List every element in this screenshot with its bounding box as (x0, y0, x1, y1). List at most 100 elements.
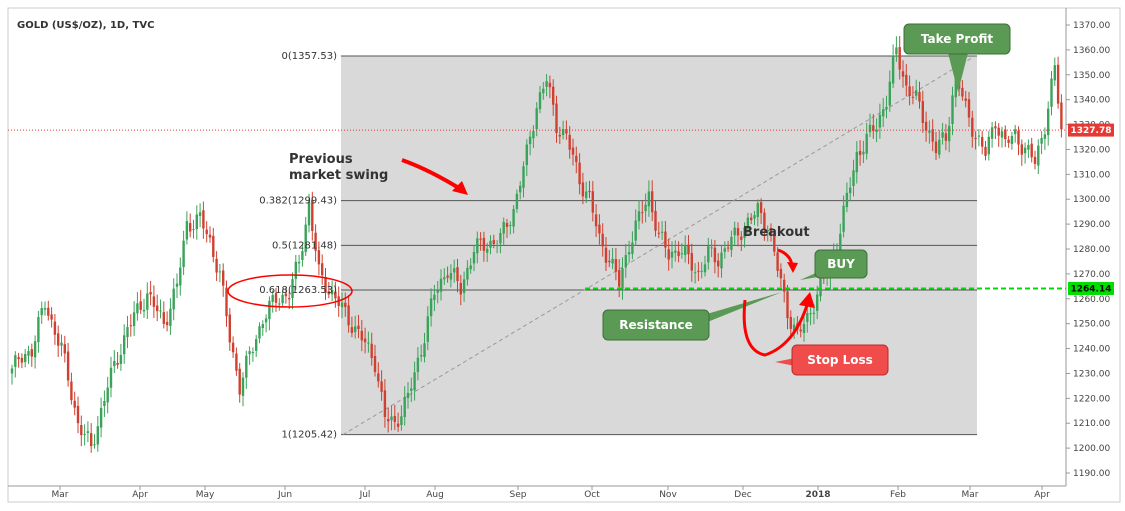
candle-body (842, 205, 845, 232)
candle-body (971, 117, 974, 137)
candle-body (1043, 134, 1047, 139)
x-tick-label: May (196, 490, 215, 500)
candle-body (908, 86, 911, 97)
candle-body (802, 323, 806, 333)
candle-body (977, 135, 981, 137)
candle-body (1007, 139, 1010, 143)
stop-loss-swoosh (742, 299, 810, 357)
take-profit-label: Take Profit (921, 32, 994, 46)
candle-body (528, 136, 532, 145)
candle-body (189, 223, 192, 232)
candle-body (621, 268, 624, 289)
candle-body (934, 141, 938, 154)
candle-body (268, 300, 271, 320)
previous-swing-label-line2: market swing (289, 168, 388, 183)
candle-body (849, 187, 852, 194)
candle-body (14, 355, 17, 367)
candle-body (674, 250, 677, 253)
previous-swing-arrowhead (452, 181, 468, 195)
candle-body (354, 326, 357, 333)
breakout-arrowhead (787, 262, 798, 273)
candle-body (888, 81, 891, 106)
resistance-price-value: 1264.14 (1071, 284, 1112, 294)
candle-body (512, 209, 515, 227)
candle-body (664, 231, 667, 248)
candle-body (179, 267, 182, 286)
candle-body (225, 287, 228, 317)
x-tick-label: Oct (584, 490, 600, 500)
candle-body (297, 261, 301, 264)
candle-body (73, 400, 76, 408)
candle-body (433, 294, 436, 300)
candle-body (532, 131, 535, 139)
candle-body (1000, 131, 1004, 138)
candle-body (360, 330, 363, 341)
candle-body (420, 355, 423, 357)
candle-body (1040, 137, 1043, 144)
candle-body (172, 288, 175, 310)
candle-body (753, 215, 756, 219)
candle-body (340, 302, 344, 308)
candle-body (152, 296, 156, 307)
candle-body (1050, 78, 1053, 107)
candle-body (746, 217, 750, 229)
y-tick-label: 1210.00 (1073, 419, 1110, 429)
candle-body (288, 298, 291, 300)
fib-label-0618: 0.618(1263.53) (259, 285, 337, 296)
candle-body (449, 273, 453, 280)
candle-body (723, 248, 726, 252)
x-tick-label: Nov (659, 490, 677, 500)
candle-body (218, 271, 222, 273)
stop-loss-label: Stop Loss (807, 353, 873, 367)
y-tick-label: 1190.00 (1073, 469, 1110, 479)
candle-body (641, 212, 644, 214)
candle-body (255, 339, 258, 351)
candle-body (410, 388, 413, 391)
candle-body (476, 238, 479, 254)
resistance-pointer (700, 292, 782, 325)
candle-body (10, 368, 14, 374)
candle-body (954, 71, 957, 98)
candle-body (274, 293, 278, 303)
candle-body (598, 224, 601, 234)
candle-body (944, 133, 948, 141)
candle-body (928, 130, 931, 133)
candle-body (792, 324, 796, 331)
candle-body (568, 134, 571, 150)
chart-title: GOLD (US$/OZ), 1D, TVC (17, 20, 154, 31)
candle-body (522, 166, 525, 188)
candle-body (697, 270, 700, 272)
candle-body (264, 318, 268, 323)
candle-body (436, 290, 439, 293)
candle-body (651, 191, 654, 213)
candle-body (974, 138, 977, 140)
candle-body (327, 291, 330, 295)
candle-body (86, 431, 90, 433)
y-tick-label: 1270.00 (1073, 270, 1110, 280)
candle-body (878, 114, 882, 128)
candle-body (809, 313, 812, 315)
candle-body (948, 125, 951, 142)
candle-body (469, 265, 472, 270)
candle-body (162, 312, 165, 324)
candle-body (400, 416, 403, 425)
candle-body (1060, 102, 1063, 130)
candle-body (961, 87, 964, 97)
candle-body (142, 309, 146, 312)
candle-body (911, 96, 915, 98)
candle-body (116, 362, 119, 365)
y-tick-label: 1290.00 (1073, 220, 1110, 230)
x-tick-label: Jul (359, 490, 371, 500)
candle-body (591, 191, 594, 213)
candle-body (443, 277, 446, 280)
chart-frame (7, 7, 1121, 503)
candle-body (370, 343, 373, 358)
candle-body (132, 312, 136, 327)
candle-body (103, 400, 106, 407)
candle-body (185, 221, 189, 240)
candle-body (30, 349, 33, 357)
candle-body (113, 360, 116, 367)
y-tick-label: 1200.00 (1073, 444, 1110, 454)
candle-body (129, 325, 132, 327)
candle-body (700, 270, 703, 272)
